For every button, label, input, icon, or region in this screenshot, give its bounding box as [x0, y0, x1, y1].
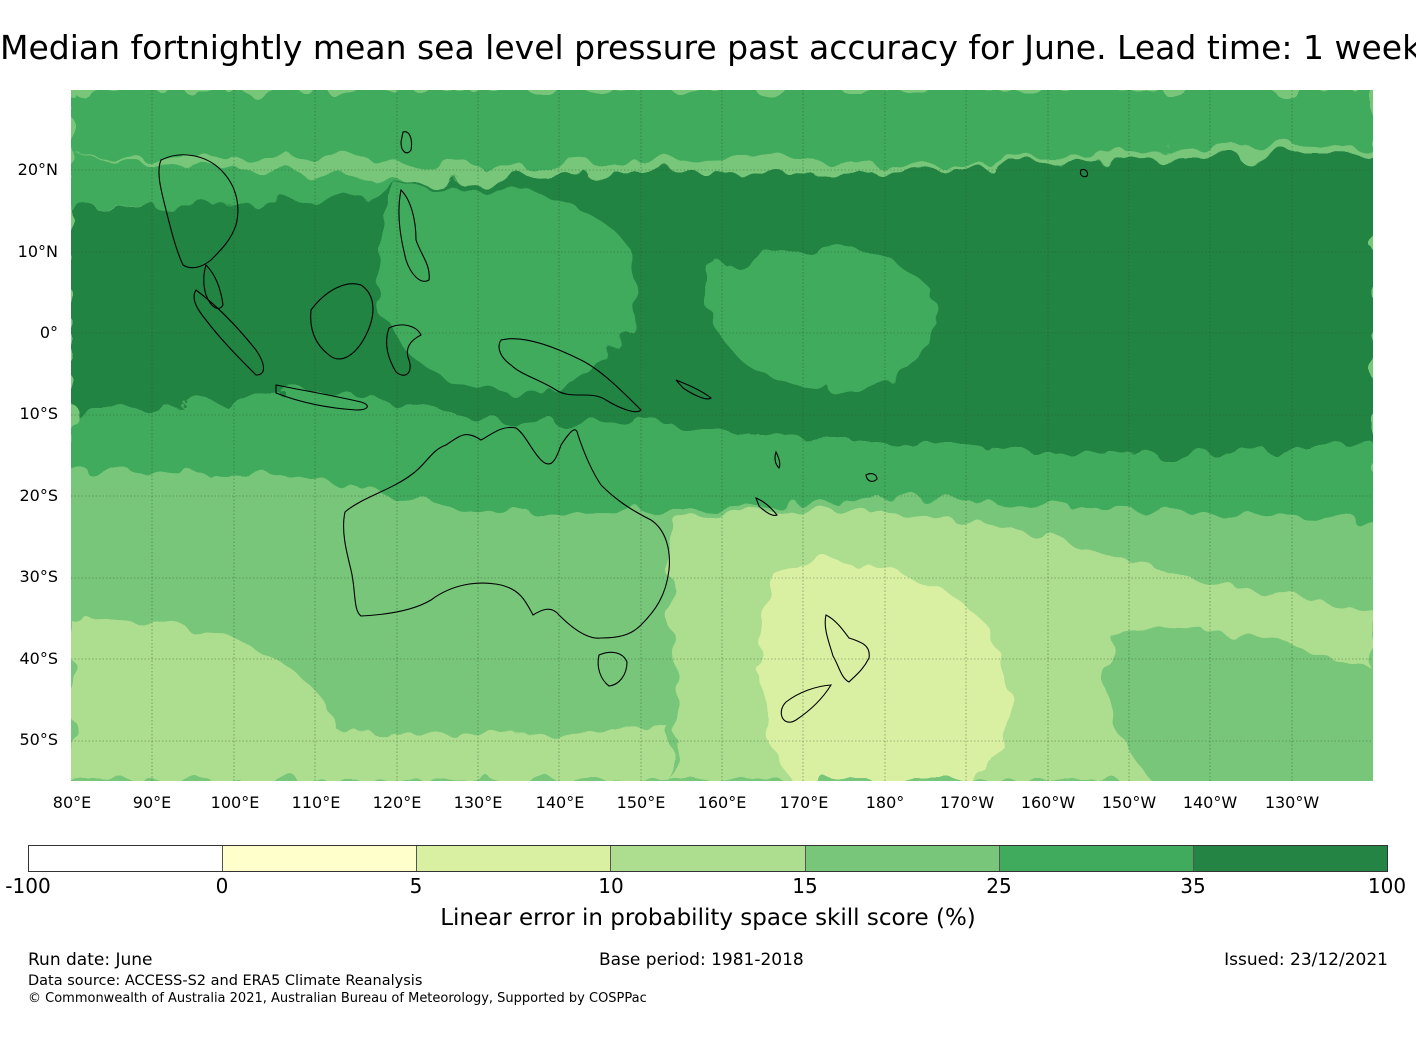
lon-label: 160°E [697, 793, 747, 812]
java-coast [275, 384, 368, 411]
colorbar-tick: 35 [1180, 874, 1206, 898]
lon-label: 170°W [939, 793, 995, 812]
colorbar-tick: 5 [409, 874, 423, 898]
lat-label: 10°N [17, 242, 58, 261]
new-zealand-north-coast [824, 614, 870, 683]
colorbar-tick: 0 [215, 874, 229, 898]
lat-label: 20°N [17, 160, 58, 179]
lon-label: 130°E [453, 793, 503, 812]
sulawesi-coast [386, 324, 422, 376]
new-caledonia-coast [755, 497, 778, 516]
copyright: © Commonwealth of Australia 2021, Austra… [28, 991, 647, 1006]
fiji-coast [865, 473, 878, 482]
coastlines [158, 131, 1089, 723]
lon-label: 170°E [779, 793, 829, 812]
solomon-islands-coast [675, 379, 712, 400]
colorbar-segment [29, 846, 224, 871]
colorbar-label: Linear error in probability space skill … [440, 905, 976, 931]
lon-label: 110°E [291, 793, 341, 812]
skill-score-map [71, 90, 1373, 781]
issued-date: Issued: 23/12/2021 [1224, 950, 1388, 970]
map-canvas [71, 90, 1373, 781]
sumatra-coast [193, 289, 265, 376]
lon-label: 150°E [616, 793, 666, 812]
lon-label: 160°W [1020, 793, 1076, 812]
data-source: Data source: ACCESS-S2 and ERA5 Climate … [28, 973, 423, 989]
lat-label: 10°S [19, 404, 58, 423]
indochina-coast [158, 154, 239, 269]
lon-label: 80°E [52, 793, 92, 812]
colorbar-segment [417, 846, 612, 871]
lon-label: 140°E [535, 793, 585, 812]
lat-label: 40°S [19, 649, 58, 668]
colorbar-segment [611, 846, 806, 871]
lat-label: 0° [39, 323, 58, 342]
colorbar [28, 845, 1388, 872]
map-title: Median fortnightly mean sea level pressu… [0, 28, 1416, 67]
australia-coast [342, 426, 670, 639]
tasmania-coast [597, 651, 628, 687]
lat-label: 20°S [19, 486, 58, 505]
colorbar-tick: 15 [792, 874, 818, 898]
lon-label: 180° [865, 793, 905, 812]
colorbar-segment [1193, 846, 1387, 871]
colorbar-tick: 100 [1367, 874, 1407, 898]
philippines-coast [398, 188, 430, 282]
run-date: Run date: June [28, 950, 153, 970]
taiwan-coast [400, 131, 413, 154]
hawaii-coast [1079, 168, 1089, 178]
lon-label: 140°W [1182, 793, 1238, 812]
lon-label: 130°W [1264, 793, 1320, 812]
borneo-coast [310, 283, 374, 360]
new-guinea-coast [498, 338, 642, 413]
colorbar-tick: -100 [5, 874, 51, 898]
lon-label: 120°E [372, 793, 422, 812]
colorbar-segment [805, 846, 1000, 871]
base-period: Base period: 1981-2018 [599, 950, 804, 970]
colorbar-segment [999, 846, 1194, 871]
colorbar-tick: 10 [598, 874, 624, 898]
lon-label: 150°W [1101, 793, 1157, 812]
new-zealand-south-coast [780, 684, 833, 723]
lon-label: 100°E [210, 793, 260, 812]
colorbar-segment [223, 846, 418, 871]
skill-field [71, 90, 1373, 781]
lat-label: 50°S [19, 730, 58, 749]
colorbar-tick: 25 [986, 874, 1012, 898]
lon-label: 90°E [132, 793, 172, 812]
malay-peninsula-coast [203, 263, 224, 309]
vanuatu-coast [774, 450, 781, 469]
graticule [71, 90, 1373, 781]
lat-label: 30°S [19, 567, 58, 586]
